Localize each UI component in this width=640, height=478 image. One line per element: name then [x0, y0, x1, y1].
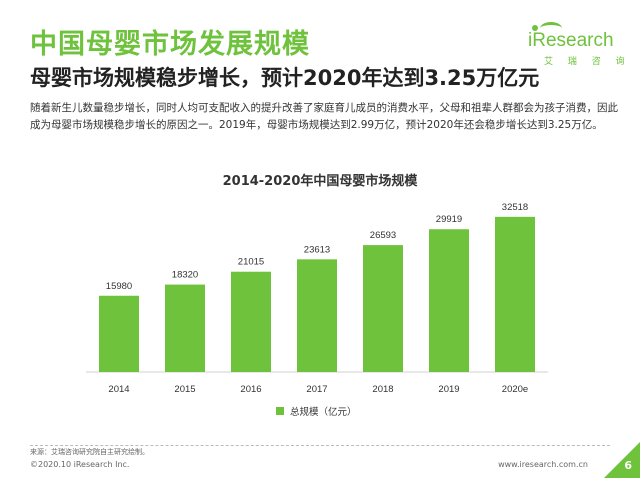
- iresearch-logo: iResearch 艾 瑞 咨 询: [520, 20, 625, 70]
- website-link[interactable]: www.iresearch.com.cn: [498, 460, 588, 469]
- bar: [165, 284, 205, 372]
- legend-label: 总规模（亿元）: [290, 406, 357, 418]
- bar: [495, 216, 535, 372]
- page-number: 6: [624, 459, 632, 472]
- page-corner-triangle: [604, 442, 640, 478]
- x-tick-label: 2018: [372, 384, 393, 395]
- data-label: 26593: [370, 230, 396, 241]
- logo-brand-cn-text: 艾 瑞 咨 询: [544, 57, 631, 67]
- x-tick-label: 2016: [240, 384, 261, 395]
- bar: [297, 259, 337, 372]
- data-label: 32518: [502, 202, 528, 213]
- bar: [429, 229, 469, 372]
- bar: [99, 295, 139, 372]
- data-label: 23613: [304, 244, 330, 255]
- chart-title: 2014-2020年中国母婴市场规模: [222, 174, 418, 189]
- source-note: 来源：艾瑞咨询研究院自主研究绘制。: [30, 448, 149, 456]
- intro-paragraph: 随着新生儿数量稳步增长，同时人均可支配收入的提升改善了家庭育儿成员的消费水平，父…: [30, 102, 618, 131]
- legend-swatch: [276, 407, 284, 415]
- data-label: 18320: [172, 270, 198, 281]
- page-title: 中国母婴市场发展规模: [30, 29, 310, 60]
- data-label: 21015: [238, 257, 264, 268]
- copyright-text: ©2020.10 iResearch Inc.: [30, 460, 130, 469]
- logo-brand-text: iResearch: [528, 30, 614, 51]
- x-tick-label: 2017: [306, 384, 327, 395]
- logo-arc-icon: [540, 22, 562, 35]
- x-tick-label: 2015: [174, 384, 195, 395]
- bar: [231, 271, 271, 372]
- bar-chart: 15980 2014 18320 2015 21015 2016 23613 2017 2659…: [86, 202, 548, 418]
- x-tick-label: 2019: [438, 384, 459, 395]
- x-tick-label: 2020e: [502, 384, 528, 395]
- data-label: 29919: [436, 214, 462, 225]
- data-label: 15980: [106, 281, 132, 292]
- bar: [363, 245, 403, 372]
- logo-dot-icon: [532, 25, 538, 31]
- footer-divider: [30, 445, 610, 446]
- x-tick-label: 2014: [108, 384, 129, 395]
- page-subtitle: 母婴市场规模稳步增长，预计2020年达到3.25万亿元: [30, 66, 540, 90]
